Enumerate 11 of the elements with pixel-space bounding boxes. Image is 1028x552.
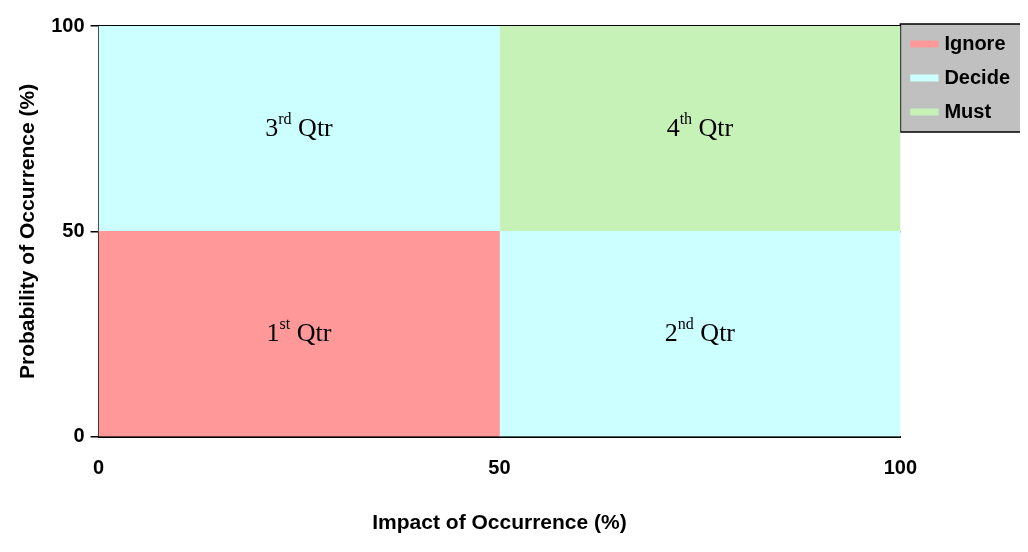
x-tick-label: 0 — [93, 456, 105, 479]
y-tick-label: 100 — [51, 13, 85, 36]
y-tick-label: 0 — [73, 424, 85, 447]
legend-label: Ignore — [944, 31, 1006, 54]
x-tick-label: 100 — [883, 456, 918, 479]
x-axis-title: Impact of Occurrence (%) — [372, 510, 627, 534]
legend-label: Must — [944, 99, 992, 122]
y-tick-label: 50 — [62, 218, 85, 241]
legend-label: Decide — [944, 65, 1011, 88]
x-tick-label: 50 — [488, 456, 511, 479]
y-axis-title: Probability of Occurrence (%) — [15, 83, 39, 380]
